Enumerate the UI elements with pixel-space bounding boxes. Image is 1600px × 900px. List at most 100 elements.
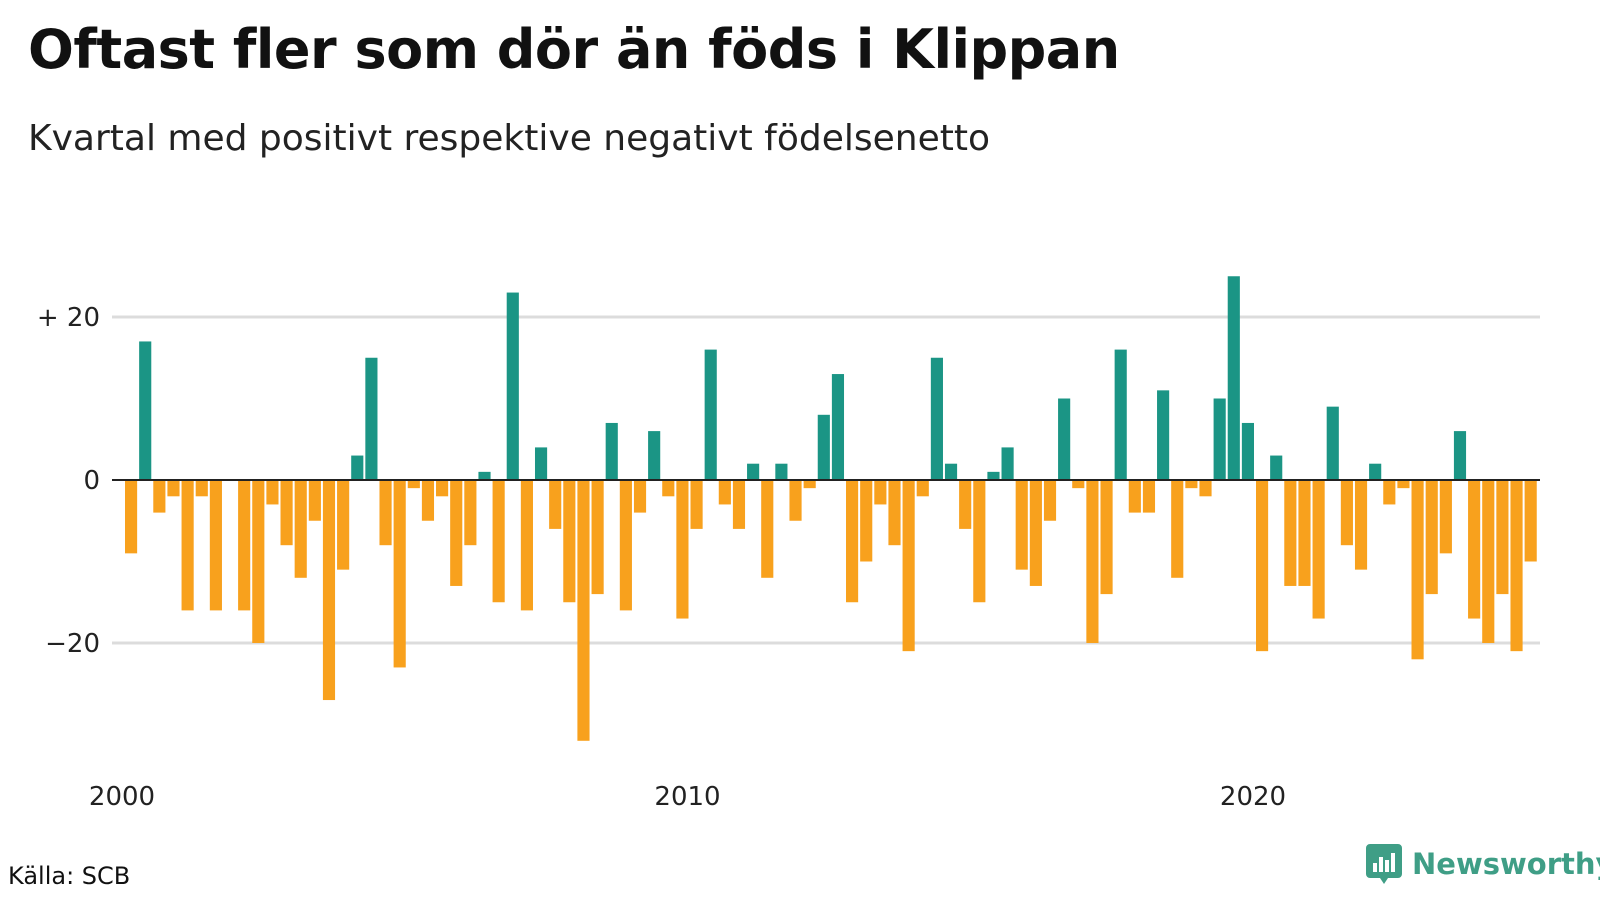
bar: [1383, 480, 1396, 505]
bar: [308, 480, 321, 521]
bar: [718, 480, 731, 505]
y-tick-label: 0: [83, 466, 100, 496]
chart-subtitle: Kvartal med positivt respektive negativt…: [28, 118, 990, 159]
x-tick-label: 2000: [89, 782, 155, 812]
bar: [1397, 480, 1410, 489]
bar: [1425, 480, 1438, 595]
bar: [930, 357, 943, 480]
bar: [534, 447, 548, 480]
bar: [1340, 480, 1353, 546]
brand-logo[interactable]: Newsworthy: [1366, 844, 1600, 884]
bar: [195, 480, 208, 497]
bar: [351, 455, 364, 480]
bar: [1086, 480, 1099, 643]
bar: [1496, 480, 1509, 595]
bar: [704, 349, 717, 480]
bar: [1510, 480, 1523, 652]
bar: [959, 480, 972, 529]
bar: [1468, 480, 1481, 619]
x-tick-label: 2010: [654, 782, 720, 812]
bar: [916, 480, 929, 497]
bar: [1199, 480, 1212, 497]
bar: [1369, 463, 1382, 480]
bar: [874, 480, 887, 505]
bar: [450, 480, 463, 586]
bar: [888, 480, 901, 546]
bar: [605, 422, 618, 480]
bars: [125, 276, 1537, 741]
bar: [1114, 349, 1127, 480]
y-tick-label: + 20: [37, 303, 100, 333]
bar: [1453, 431, 1467, 480]
bar: [393, 480, 406, 668]
bar: [506, 292, 519, 480]
bar: [1524, 480, 1537, 562]
source-note: Källa: SCB: [8, 862, 131, 890]
bar: [633, 480, 647, 513]
bar: [1227, 276, 1240, 480]
y-tick-label: −20: [45, 629, 100, 659]
bar: [337, 480, 350, 570]
bar: [421, 480, 435, 521]
bar: [860, 480, 873, 562]
bar: [209, 480, 222, 611]
bar: [619, 480, 632, 611]
bar: [1171, 480, 1184, 578]
bar: [563, 480, 576, 603]
bar: [591, 480, 604, 595]
bar: [1213, 398, 1226, 480]
bar: [322, 480, 336, 701]
bar: [973, 480, 986, 603]
bar: [181, 480, 194, 611]
bar: [252, 480, 265, 643]
bar: [167, 480, 180, 497]
x-axis-ticks: 2000 2010 2020: [89, 782, 1286, 812]
bar: [1185, 480, 1198, 489]
bar: [1043, 480, 1057, 521]
bar: [139, 341, 152, 480]
brand-name: Newsworthy: [1412, 847, 1600, 881]
bar: [789, 480, 802, 521]
bar: [1354, 480, 1368, 570]
bar: [520, 480, 533, 611]
bar: [1326, 406, 1339, 480]
bar: [577, 480, 590, 741]
bar: [690, 480, 703, 529]
bar: [153, 480, 166, 513]
bar: [1128, 480, 1141, 513]
bar: [817, 414, 830, 480]
bar: [365, 357, 378, 480]
bar: [1029, 480, 1042, 586]
bar: [1270, 455, 1283, 480]
bar: [1142, 480, 1156, 513]
bar: [1001, 447, 1014, 480]
bar: [1157, 390, 1170, 480]
bar: [747, 463, 760, 480]
bar: [294, 480, 307, 578]
bar: [238, 480, 251, 611]
bar: [831, 374, 845, 480]
bar: [280, 480, 293, 546]
bar: [1241, 422, 1254, 480]
bar: [478, 471, 491, 480]
bar: [266, 480, 279, 505]
bar: [436, 480, 449, 497]
bar: [1312, 480, 1325, 619]
bar: [464, 480, 477, 546]
x-tick-label: 2020: [1220, 782, 1286, 812]
bar: [775, 463, 788, 480]
bar: [803, 480, 816, 489]
bar: [676, 480, 689, 619]
bar: [662, 480, 675, 497]
bar: [987, 471, 1000, 480]
bar: [902, 480, 915, 652]
bar: [1482, 480, 1495, 643]
bar: [846, 480, 859, 603]
bar: [549, 480, 562, 529]
bar: [1015, 480, 1028, 570]
bar: [1072, 480, 1085, 489]
bar: [125, 480, 138, 554]
bar: [1100, 480, 1113, 595]
bar: [407, 480, 420, 489]
